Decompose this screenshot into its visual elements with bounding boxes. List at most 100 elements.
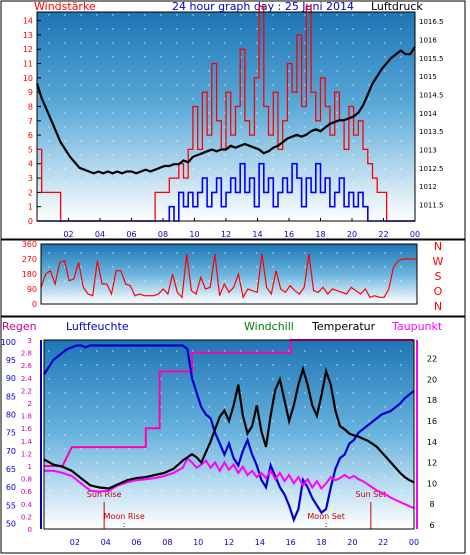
rain-tick-label: 0 (28, 526, 32, 534)
windstarke-tick-label: 9 (28, 88, 33, 97)
temperature-series (43, 365, 415, 490)
humidity-tick-label: 85 (6, 392, 16, 401)
rain-line (44, 339, 414, 467)
luftdruck-tick-labels: 1011.5 1012 1012.5 1013 1013.5 1014 1014.5 1015… (419, 18, 444, 209)
rain-tick-label: 2 (28, 400, 32, 408)
luftdruck-tick-label: 1012 (419, 183, 437, 191)
temperature-line (43, 365, 415, 490)
time-tick-label: 14 (255, 538, 265, 547)
time-tick-label: 00 (410, 230, 420, 239)
windstarke-axis-label: Windstärke (34, 0, 96, 13)
humidity-tick-label: 95 (6, 356, 16, 365)
dewpoint-series (44, 456, 415, 510)
rain-tick-label: 0.2 (21, 513, 32, 521)
rain-tick-label: 2.2 (21, 387, 32, 395)
luftdruck-tick-label: 1013 (419, 147, 437, 155)
temperature-tick-label: 8 (429, 500, 434, 509)
humidity-tick-labels: 50 55 60 65 70 75 80 85 90 95 100 (1, 338, 16, 529)
time-tick-label: 18 (316, 538, 326, 547)
humidity-tick-label: 75 (6, 429, 16, 438)
windstarke-tick-label: 2 (28, 188, 33, 197)
temperature-tick-label: 10 (427, 479, 437, 488)
rain-tick-label: 2.8 (21, 350, 32, 358)
taupunkt-label: Taupunkt (391, 320, 443, 333)
wind-speed-line (37, 162, 415, 222)
windstarke-tick-label: 0 (28, 217, 33, 226)
rain-tick-label: 0.4 (21, 501, 33, 509)
humidity-tick-label: 60 (6, 483, 16, 492)
direction-tick-label: 360 (22, 240, 37, 249)
windstarke-tick-label: 13 (23, 31, 33, 40)
time-tick-label: 20 (347, 538, 357, 547)
humidity-tick-label: 55 (6, 501, 16, 510)
rain-tick-label: 2.6 (21, 362, 33, 370)
time-tick-label: 06 (131, 538, 141, 547)
compass-label: W (433, 255, 444, 268)
rain-tick-label: 1.4 (21, 438, 33, 446)
rain-tick-label: 1.2 (21, 450, 32, 458)
rain-series (44, 339, 414, 467)
direction-tick-label: 0 (32, 300, 37, 309)
time-tick-label: 04 (101, 538, 111, 547)
temperature-humidity-panel: Regen Luftfeuchte Windchill Temperatur T… (0, 316, 466, 554)
time-tick-label: 22 (378, 230, 388, 239)
regen-label: Regen (2, 320, 37, 333)
temperature-tick-label: 6 (429, 521, 434, 530)
wind-direction-series (40, 253, 417, 299)
astronomy-marker-label: Moon Rise (104, 512, 145, 521)
humidity-tick-label: 100 (1, 338, 16, 347)
temperature-tick-label: 12 (427, 459, 437, 468)
time-tick-label: 18 (315, 230, 325, 239)
time-tick-label: 12 (221, 230, 231, 239)
temperature-tick-label: 20 (427, 375, 437, 384)
rain-tick-label: 0.6 (21, 488, 33, 496)
time-tick-label: 08 (158, 230, 168, 239)
compass-label: N (434, 300, 442, 313)
compass-label: O (434, 285, 443, 298)
rain-tick-label: 0.8 (21, 476, 32, 484)
direction-tick-label: 270 (22, 255, 37, 264)
pressure-series (35, 46, 416, 175)
time-tick-label: 14 (252, 230, 262, 239)
time-tick-label: 10 (193, 538, 203, 547)
time-tick-label: 22 (378, 538, 388, 547)
direction-tick-labels: 0 90 180 270 360 (22, 240, 37, 309)
luftfeuchte-label: Luftfeuchte (66, 320, 129, 333)
astronomy-marker-label: Sun Rise (87, 490, 122, 499)
luftdruck-tick-label: 1014.5 (419, 92, 444, 100)
wind-pressure-panel: Windstärke 24 hour graph day : 25 Juni 2… (0, 0, 466, 240)
time-tick-label: 10 (189, 230, 199, 239)
time-tick-label: 06 (126, 230, 136, 239)
compass-label: S (435, 270, 442, 283)
temperature-tick-label: 22 (427, 355, 437, 364)
windstarke-tick-label: 12 (23, 45, 33, 54)
luftdruck-tick-label: 1016.5 (419, 18, 444, 26)
windstarke-tick-label: 10 (23, 74, 33, 83)
dewpoint-line (44, 456, 415, 510)
luftdruck-tick-label: 1015 (419, 73, 437, 81)
astronomy-markers: Sun Rise Moon Rise Moon Set Sun Set (87, 490, 386, 529)
humidity-tick-label: 65 (6, 465, 16, 474)
humidity-tick-label: 90 (6, 374, 16, 383)
temperature-tick-label: 14 (427, 438, 437, 447)
windchill-label: Windchill (244, 320, 294, 333)
direction-tick-label: 180 (22, 270, 37, 279)
temperatur-label: Temperatur (311, 320, 376, 333)
luftdruck-tick-label: 1012.5 (419, 165, 444, 173)
windstarke-tick-label: 14 (23, 17, 33, 26)
windstarke-tick-label: 3 (28, 174, 33, 183)
pressure-line (35, 46, 416, 175)
temperature-tick-label: 16 (427, 417, 437, 426)
windstarke-tick-label: 8 (28, 102, 33, 111)
astronomy-marker-label: Sun Set (355, 490, 386, 499)
time-tick-labels: 02 04 06 08 10 12 14 16 18 20 22 00 (70, 538, 419, 547)
humidity-series (43, 344, 415, 524)
luftdruck-tick-label: 1015.5 (419, 55, 444, 63)
windstarke-tick-label: 1 (28, 203, 33, 212)
time-tick-label: 02 (70, 538, 80, 547)
humidity-tick-label: 70 (6, 447, 16, 456)
time-tick-label: 04 (95, 230, 105, 239)
